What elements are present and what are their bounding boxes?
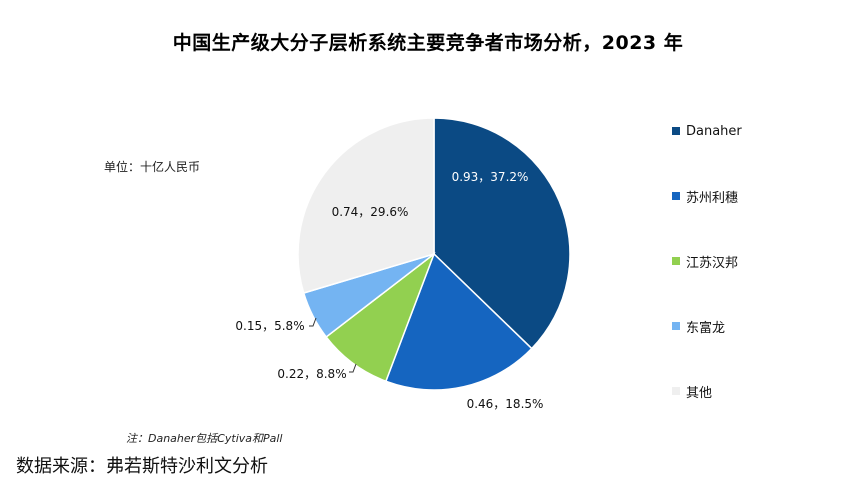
data-label-jiangsu-hanbang: 0.22，8.8% [277, 367, 346, 381]
legend-label-suzhou-lisui: 苏州利穗 [686, 190, 739, 206]
unit-label: 单位：十亿人民币 [104, 160, 201, 174]
legend-item-suzhou-lisui: 苏州利穗 [672, 187, 739, 206]
legend-swatch-others [672, 387, 680, 395]
legend-swatch-suzhou-lisui [672, 192, 680, 200]
legend-item-danaher: Danaher [672, 122, 742, 140]
legend-swatch-dongfulong [672, 322, 680, 330]
leader-line-jiangsu-hanbang [349, 363, 357, 373]
chart-title: 中国生产级大分子层析系统主要竞争者市场分析，2023 年 [172, 32, 684, 54]
legend-item-jiangsu-hanbang: 江苏汉邦 [672, 252, 739, 271]
legend-item-others: 其他 [672, 382, 713, 401]
legend-swatch-danaher [672, 127, 680, 135]
data-label-others: 0.74，29.6% [332, 205, 409, 219]
pie-slice-others [297, 117, 435, 294]
data-label-danaher: 0.93，37.2% [452, 170, 529, 184]
legend-label-danaher: Danaher [686, 123, 742, 139]
data-source: 数据来源：弗若斯特沙利文分析 [16, 456, 268, 477]
pie-slice-danaher [433, 117, 571, 350]
legend-label-dongfulong: 东富龙 [686, 320, 726, 336]
pie-slice-suzhou-lisui [384, 252, 533, 391]
chart-note: 注：Danaher包括Cytiva和Pall [126, 432, 283, 445]
legend-swatch-jiangsu-hanbang [672, 257, 680, 265]
legend-item-dongfulong: 东富龙 [672, 317, 726, 336]
data-label-dongfulong: 0.15，5.8% [235, 319, 304, 333]
data-label-suzhou-lisui: 0.46，18.5% [467, 397, 544, 411]
legend-label-others: 其他 [686, 385, 713, 401]
legend-label-jiangsu-hanbang: 江苏汉邦 [686, 255, 739, 271]
leader-line-dongfulong [309, 317, 317, 327]
